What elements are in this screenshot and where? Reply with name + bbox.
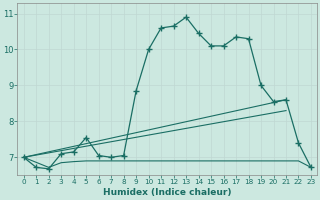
X-axis label: Humidex (Indice chaleur): Humidex (Indice chaleur) [103,188,232,197]
